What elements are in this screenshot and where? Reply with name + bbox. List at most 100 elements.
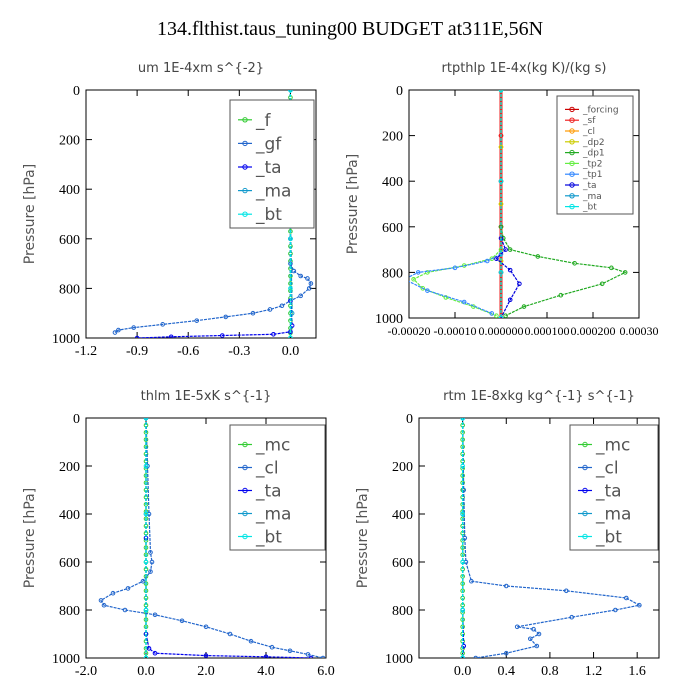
data-point [531,626,536,632]
y-tick-label: 200 [59,460,80,475]
series-line-gf [114,263,312,333]
data-point [168,334,174,338]
data-point [116,327,121,333]
data-point [110,590,116,596]
y-tick-label: 1000 [52,332,80,347]
legend-marker [582,441,588,448]
data-point [271,331,276,337]
data-point [460,559,465,565]
legend-label: _ma [255,505,291,525]
legend-label: _dp2 [582,138,605,148]
data-point [507,267,513,273]
chart-panel-2: thlm 1E-5xK s^{-1} Pressure [hPa] 0 200 400 6… [22,389,335,679]
y-tick-label: 400 [382,175,403,190]
legend-label: _gf [255,134,282,154]
data-point [452,265,458,271]
data-point [160,322,165,327]
legend-box [569,424,659,551]
data-point [250,310,256,316]
data-point [288,261,293,266]
data-point [623,595,629,601]
data-point [425,288,430,293]
x-tick-label: 0.000200 [571,324,616,338]
data-point [98,598,104,603]
data-point [308,281,314,286]
data-point [143,418,149,421]
y-tick-label: 600 [392,556,413,571]
series-line-dp1 [500,226,627,317]
data-point [140,578,146,584]
legend-marker [569,193,575,199]
data-point [460,418,465,421]
data-point [219,333,225,338]
legend-label: _ma [582,192,602,202]
series-line-tp2 [412,249,502,317]
legend-marker [242,140,248,147]
data-point [146,511,152,517]
legend-marker [582,533,588,540]
series-line-cl [100,418,324,658]
data-point [148,550,153,555]
x-tick-label: 2.0 [197,664,215,679]
data-point [298,293,303,299]
data-point [143,463,149,469]
y-tick-label: 800 [59,282,80,297]
data-point [498,178,504,184]
data-point [223,314,229,320]
data-point [572,260,577,266]
data-point [498,90,504,93]
data-point [149,559,155,565]
data-point [613,607,618,613]
x-tick-label: 6.0 [317,664,335,679]
y-tick-label: 0 [406,412,413,427]
data-point [131,325,137,330]
legend: _f _gf _ta _ma _bt [229,99,315,229]
y-axis-label: Pressure [hPa] [22,488,38,588]
data-point [288,229,293,234]
data-point [569,614,575,620]
plot-frame [408,89,640,319]
data-point [503,313,508,318]
data-point [460,511,465,517]
y-tick-label: 400 [59,508,80,523]
y-tick-label: 600 [59,233,80,248]
data-point [269,644,275,650]
legend-marker [242,164,248,170]
y-tick-label: 200 [392,460,413,475]
legend-marker [569,139,575,145]
series-group [98,418,326,658]
data-point [289,323,295,328]
data-point [473,655,479,658]
legend-label: _bt [595,528,622,548]
legend-label: _ta [582,181,597,191]
data-point [125,586,131,591]
data-point [521,304,527,309]
data-point [305,652,311,657]
panel-title: rtpthlp 1E-4x(kg K)/(kg s) [442,61,607,76]
data-point [203,653,209,658]
series-group [460,418,642,658]
data-point [306,286,312,291]
x-tick-label: -2.0 [75,664,97,679]
data-point [134,335,140,338]
data-point [527,636,533,642]
data-point [279,303,285,309]
legend-label: _f [255,111,272,131]
data-point [498,270,504,275]
data-point [599,281,605,287]
data-point [291,268,297,274]
legend: _mc _cl _ta _ma _bt [569,424,659,551]
y-tick-label: 400 [59,183,80,198]
y-tick-label: 0 [396,84,403,99]
data-point [308,655,314,658]
legend-label: _ta [255,158,282,178]
data-point [503,650,509,656]
data-point [288,281,293,286]
legend-label: _sf [582,116,596,126]
data-point [415,270,421,275]
legend-marker [569,117,575,123]
data-point [460,473,465,478]
legend-marker [242,487,248,494]
data-point [460,655,465,658]
